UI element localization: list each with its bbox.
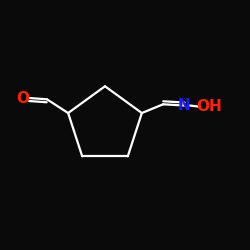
Text: N: N [178,98,191,113]
Text: O: O [17,90,30,106]
Text: OH: OH [196,99,222,114]
